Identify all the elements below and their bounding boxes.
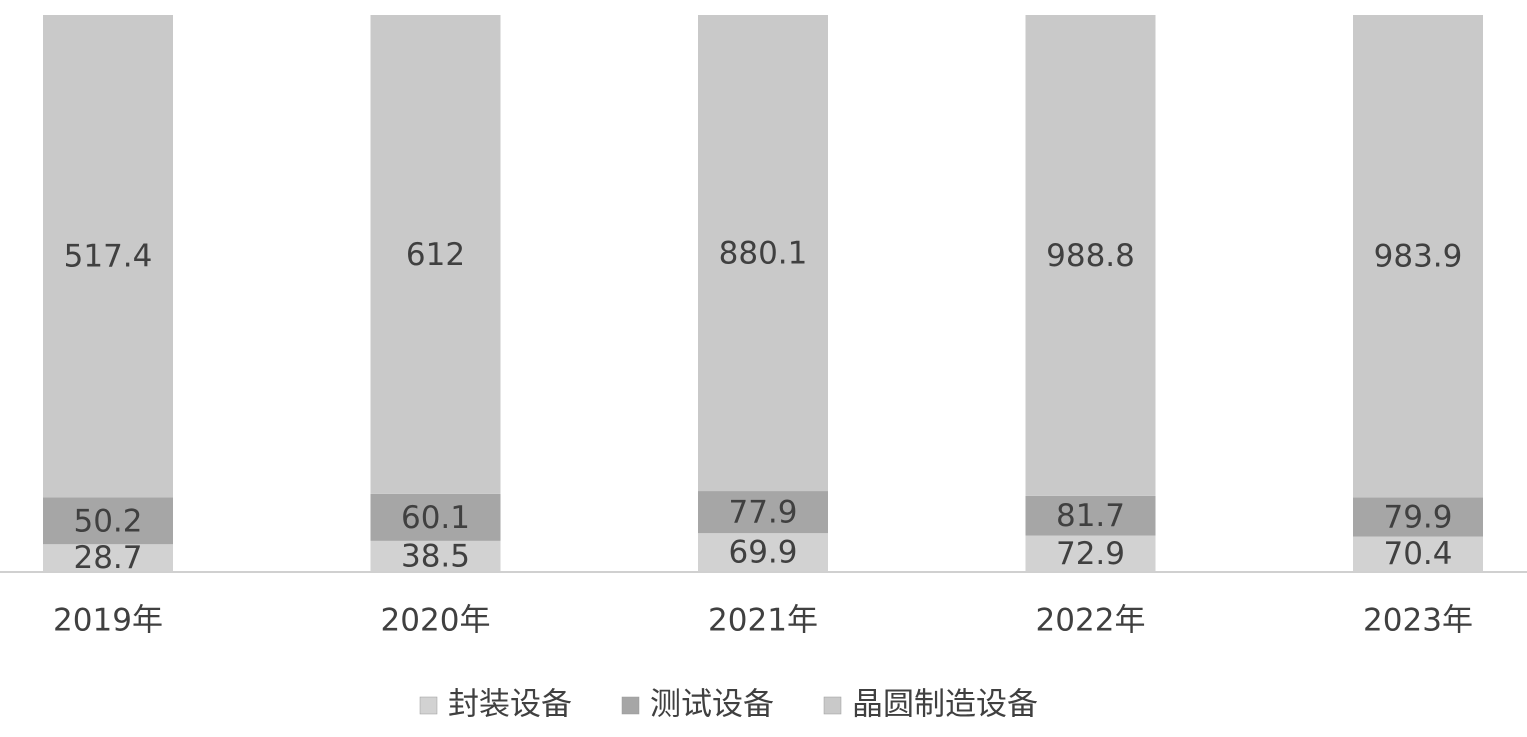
bar-segment bbox=[1353, 497, 1483, 537]
x-tick-label: 2022年 bbox=[1036, 603, 1146, 639]
legend-label: 封装设备 bbox=[448, 687, 572, 723]
data-label: 50.2 bbox=[73, 503, 142, 539]
data-label: 69.9 bbox=[728, 535, 797, 571]
legend-swatch bbox=[823, 696, 842, 715]
bar-segment bbox=[1353, 536, 1483, 571]
legend-swatch bbox=[419, 696, 438, 715]
bar-segment bbox=[698, 15, 828, 492]
legend-label: 测试设备 bbox=[650, 687, 774, 723]
data-label: 81.7 bbox=[1056, 498, 1125, 534]
bar-segment bbox=[698, 491, 828, 534]
data-label: 988.8 bbox=[1046, 238, 1135, 274]
bar-segment bbox=[43, 15, 173, 498]
bar-segment bbox=[1353, 15, 1483, 498]
x-tick-label: 2023年 bbox=[1363, 603, 1473, 639]
data-label: 612 bbox=[406, 237, 465, 273]
bar-segment bbox=[370, 540, 501, 571]
data-label: 79.9 bbox=[1383, 499, 1452, 535]
data-label: 983.9 bbox=[1374, 239, 1463, 275]
data-label: 77.9 bbox=[728, 495, 797, 531]
data-label: 38.5 bbox=[401, 538, 470, 574]
legend-label: 晶圆制造设备 bbox=[852, 687, 1038, 723]
data-label: 60.1 bbox=[401, 500, 470, 536]
x-tick-label: 2021年 bbox=[708, 603, 818, 639]
bar-segment bbox=[1025, 15, 1156, 496]
data-label: 517.4 bbox=[64, 239, 153, 275]
data-label: 72.9 bbox=[1056, 536, 1125, 572]
bar-segment bbox=[43, 544, 173, 571]
bar-segment bbox=[698, 533, 828, 571]
data-label: 70.4 bbox=[1383, 536, 1452, 572]
bar-segment bbox=[370, 493, 501, 541]
data-label: 28.7 bbox=[73, 540, 142, 576]
x-tick-label: 2020年 bbox=[381, 603, 491, 639]
bar-segment bbox=[1025, 495, 1156, 536]
bar-segment bbox=[43, 497, 173, 545]
data-label: 880.1 bbox=[719, 236, 808, 272]
x-tick-label: 2019年 bbox=[53, 603, 163, 639]
legend-swatch bbox=[621, 696, 640, 715]
bar-segment bbox=[1025, 535, 1156, 571]
bar-segment bbox=[370, 15, 501, 494]
